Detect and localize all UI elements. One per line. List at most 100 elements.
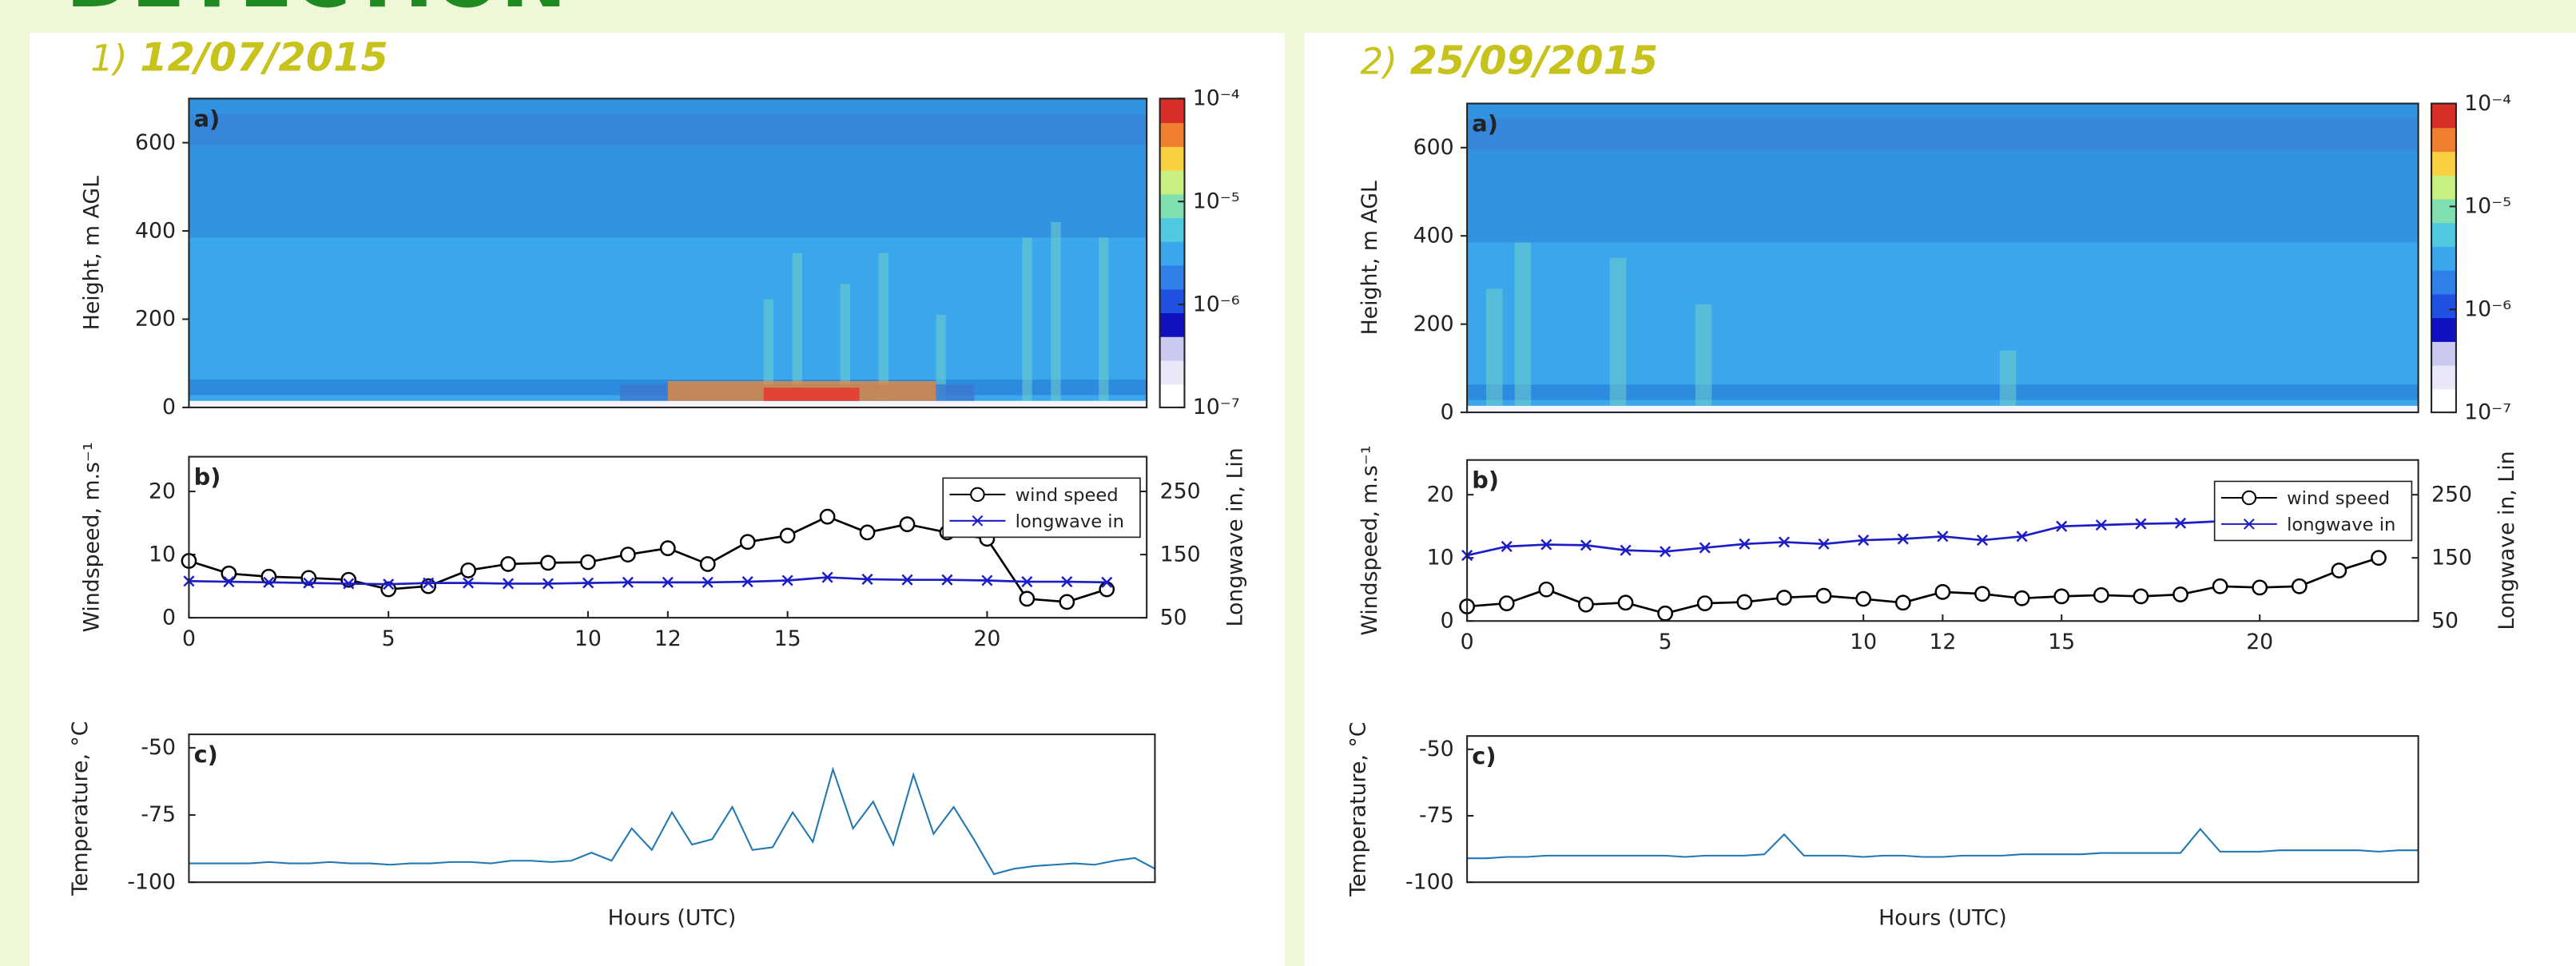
x-tick-label: 12 bbox=[654, 626, 682, 651]
colorbar-segment bbox=[2431, 317, 2456, 342]
marker bbox=[779, 527, 796, 544]
plot-frame bbox=[1466, 102, 2419, 414]
y-axis-label: Temperature, °C bbox=[1346, 722, 1371, 897]
series-line bbox=[189, 766, 1155, 876]
y-tick-label: 10 bbox=[1427, 545, 1454, 570]
marker bbox=[502, 578, 515, 590]
marker bbox=[1498, 595, 1515, 611]
marker bbox=[1101, 576, 1113, 588]
marker bbox=[2093, 586, 2109, 603]
marker bbox=[2174, 517, 2187, 529]
colorbar-segment bbox=[2431, 269, 2456, 295]
colorbar-segment bbox=[1159, 169, 1185, 195]
legend-label: wind speed bbox=[1016, 485, 1119, 506]
marker bbox=[1580, 539, 1592, 551]
x-tick-label: 5 bbox=[382, 626, 396, 651]
marker bbox=[2095, 519, 2107, 531]
marker bbox=[1538, 581, 1555, 598]
x-tick-label: 12 bbox=[1929, 630, 1956, 654]
marker bbox=[659, 540, 676, 557]
marker bbox=[1657, 605, 1674, 622]
x-tick-label: 0 bbox=[1461, 630, 1474, 654]
marker bbox=[821, 571, 833, 583]
colorbar-segment bbox=[1159, 193, 1185, 219]
marker bbox=[699, 556, 716, 572]
marker bbox=[2053, 588, 2070, 605]
colorbar-tick-label: 10⁻⁷ bbox=[1193, 395, 1240, 419]
marker bbox=[1699, 542, 1711, 554]
marker bbox=[423, 577, 435, 589]
series-line bbox=[189, 576, 1107, 586]
y-axis-label: Windspeed, m.s⁻¹ bbox=[1358, 445, 1382, 635]
panel-label: b) bbox=[1472, 467, 1499, 494]
marker bbox=[2013, 590, 2030, 606]
y-tick-label: -75 bbox=[1419, 803, 1454, 828]
x-tick-label: 10 bbox=[574, 626, 602, 651]
marker bbox=[901, 574, 913, 586]
marker bbox=[343, 578, 355, 590]
y-tick-label: 200 bbox=[1413, 312, 1454, 336]
y-axis-label: Height, m AGL bbox=[1358, 181, 1382, 335]
legend-swatch bbox=[2243, 519, 2255, 530]
y-tick-label: 10 bbox=[149, 542, 176, 566]
y-tick-label: 20 bbox=[1427, 482, 1454, 507]
page-title: DETECTION bbox=[66, 0, 566, 26]
plot-frame bbox=[1466, 735, 2419, 884]
x-tick-label: 5 bbox=[1659, 630, 1672, 654]
colorbar-segment bbox=[2431, 293, 2456, 319]
heatmap-band bbox=[1467, 405, 2419, 413]
marker bbox=[739, 534, 756, 551]
marker bbox=[1894, 594, 1911, 611]
marker bbox=[1815, 587, 1832, 604]
marker bbox=[941, 574, 953, 586]
heatmap-band bbox=[1467, 118, 2419, 150]
plot-frame bbox=[188, 733, 1156, 884]
marker bbox=[1578, 596, 1594, 613]
y-tick-label: -100 bbox=[1405, 869, 1454, 894]
heatmap-streak bbox=[878, 252, 888, 401]
colorbar-frame bbox=[2431, 102, 2457, 414]
marker bbox=[582, 577, 594, 589]
marker bbox=[1736, 594, 1753, 610]
series-line bbox=[1467, 828, 2419, 860]
colorbar-segment bbox=[1159, 288, 1185, 314]
heatmap-streak bbox=[792, 252, 802, 401]
y-tick-label: 600 bbox=[1413, 135, 1454, 160]
heatmap-streak bbox=[936, 314, 946, 401]
y-tick-label: 20 bbox=[149, 479, 176, 503]
colorbar-segment bbox=[1159, 264, 1185, 290]
colorbar-segment bbox=[1159, 360, 1185, 385]
heatmap-streak bbox=[1999, 350, 2017, 406]
marker bbox=[1061, 576, 1073, 588]
marker bbox=[819, 508, 836, 525]
y2-axis-label: Longwave in, Lin bbox=[1222, 447, 1247, 626]
colorbar-segment bbox=[1159, 312, 1185, 337]
y-tick-label: 0 bbox=[162, 605, 176, 630]
marker bbox=[859, 524, 876, 541]
marker bbox=[540, 555, 556, 571]
colorbar-segment bbox=[2431, 388, 2456, 414]
y2-tick-label: 50 bbox=[2431, 608, 2459, 633]
marker bbox=[1858, 535, 1870, 547]
marker bbox=[303, 577, 315, 589]
marker bbox=[1620, 544, 1632, 556]
marker bbox=[2331, 563, 2347, 578]
colorbar-segment bbox=[1159, 145, 1185, 171]
marker bbox=[1776, 590, 1792, 606]
y-tick-label: -75 bbox=[141, 802, 176, 827]
x-tick-label: 0 bbox=[182, 626, 196, 651]
marker bbox=[622, 576, 634, 588]
marker bbox=[300, 570, 317, 586]
marker bbox=[1540, 539, 1552, 551]
marker bbox=[580, 554, 596, 570]
y-axis-label: Temperature, °C bbox=[68, 721, 93, 896]
marker bbox=[2173, 586, 2188, 602]
marker bbox=[1934, 583, 1951, 600]
heatmap-hot bbox=[763, 388, 860, 401]
y-tick-label: 600 bbox=[135, 130, 176, 155]
heatmap-streak bbox=[1099, 237, 1109, 401]
colorbar-segment bbox=[2431, 245, 2456, 271]
marker bbox=[1059, 594, 1075, 610]
marker bbox=[1937, 531, 1949, 543]
y-tick-label: 200 bbox=[135, 307, 176, 332]
